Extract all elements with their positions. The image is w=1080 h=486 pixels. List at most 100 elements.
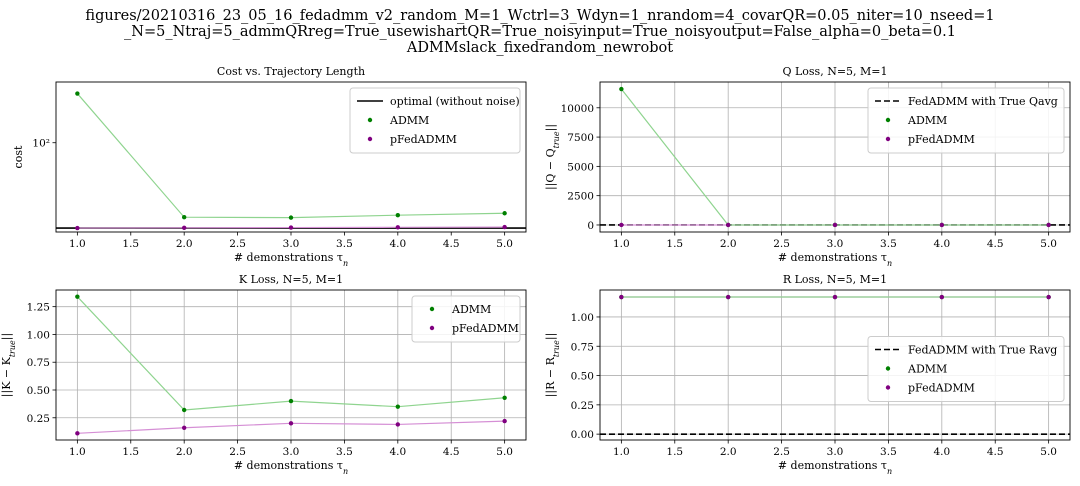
x-tick-label: 3.5 <box>336 446 353 458</box>
y-tick-label: 10000 <box>561 103 594 115</box>
legend-box <box>349 87 521 154</box>
data-point-pfedadmm <box>619 222 624 228</box>
legend-box <box>867 87 1065 154</box>
data-point-pfedadmm <box>832 222 838 228</box>
data-point-admm <box>181 407 187 413</box>
y-tick-label: 7500 <box>567 132 594 144</box>
x-tick-label: 4.0 <box>933 446 950 458</box>
x-axis-label: # demonstrations τn <box>234 251 348 268</box>
data-point-pfedadmm <box>619 294 624 300</box>
axes-frame <box>599 289 1071 441</box>
legend: ADMM pFedADMM <box>411 295 521 343</box>
legend-label: pFedADMM <box>390 133 457 146</box>
data-point-pfedadmm <box>502 418 507 424</box>
legend-dot-marker <box>885 366 891 371</box>
y-tick-label: 0.75 <box>27 357 50 369</box>
legend-dot-marker <box>885 385 891 390</box>
legend-label: ADMM <box>389 114 429 127</box>
data-point-admm <box>395 213 401 218</box>
y-tick-label: 5000 <box>567 161 594 173</box>
x-tick-label: 4.0 <box>389 446 406 458</box>
legend-dot-marker <box>885 136 891 142</box>
x-tick-label: 4.5 <box>443 238 460 250</box>
legend-label: pFedADMM <box>452 322 519 335</box>
x-tick-label: 1.5 <box>122 238 139 250</box>
subplot-q: Q Loss, N=5, M=1 1.0 1.5 2.0 2.5 3.0 3.5 4.0 4.5… <box>544 65 1071 268</box>
x-tick-label: 3.5 <box>880 446 897 458</box>
data-point-admm <box>395 404 401 409</box>
data-point-admm <box>75 294 80 299</box>
x-tick-label: 2.5 <box>229 446 246 458</box>
legend-dot-marker <box>367 136 373 142</box>
data-point-pfedadmm <box>1046 294 1051 300</box>
subplot-title: R Loss, N=5, M=1 <box>783 273 887 286</box>
y-tick-label: 2500 <box>567 191 594 203</box>
x-tick-label: 1.0 <box>69 238 86 250</box>
data-point-admm <box>619 86 624 92</box>
y-tick-label: 0.25 <box>27 413 50 425</box>
subplot-r: R Loss, N=5, M=1 1.0 1.5 2.0 2.5 3.0 3.5 4.0 4.5… <box>544 273 1071 476</box>
axes-frame <box>55 81 527 233</box>
x-tick-label: 5.0 <box>1040 446 1057 458</box>
y-tick-label: 1.25 <box>27 302 50 314</box>
legend-label: ADMM <box>907 114 947 127</box>
data-point-pfedadmm <box>181 225 187 231</box>
data-point-pfedadmm <box>288 421 294 426</box>
subplot-title: Cost vs. Trajectory Length <box>217 65 365 78</box>
y-tick-label: 0.50 <box>27 385 50 397</box>
data-point-pfedadmm <box>1046 222 1051 228</box>
x-tick-label: 1.0 <box>613 446 630 458</box>
y-tick-label: 0 <box>587 220 594 232</box>
legend: FedADMM with True Qavg ADMM pFedADMM <box>867 87 1065 154</box>
y-axis-label: ||Q − Qtrue || <box>544 124 561 190</box>
y-axis-label: ||R − Rtrue || <box>544 333 561 398</box>
x-tick-label: 2.0 <box>720 238 737 250</box>
x-tick-label: 5.0 <box>496 446 513 458</box>
x-tick-label: 1.5 <box>122 446 139 458</box>
data-point-pfedadmm <box>395 225 401 230</box>
subplot-title: Q Loss, N=5, M=1 <box>782 65 887 78</box>
legend-label: FedADMM with True Qavg <box>908 95 1058 108</box>
legend-dot-marker <box>429 306 435 312</box>
subplot-title: K Loss, N=5, M=1 <box>239 273 343 286</box>
data-point-pfedadmm <box>75 225 80 231</box>
x-tick-label: 2.5 <box>773 238 790 250</box>
figure-title-line-3: ADMMslack_fixedrandom_newrobot <box>406 40 674 56</box>
y-tick-label: 0.25 <box>571 400 594 412</box>
data-point-admm <box>181 215 187 220</box>
data-point-pfedadmm <box>939 222 945 228</box>
data-point-admm <box>288 215 294 220</box>
data-point-pfedadmm <box>939 294 945 300</box>
x-tick-label: 3.0 <box>827 446 844 458</box>
x-tick-label: 4.5 <box>987 446 1004 458</box>
legend-box <box>411 295 521 343</box>
data-point-admm <box>75 91 80 96</box>
x-tick-label: 4.5 <box>987 238 1004 250</box>
y-tick-label: 10² <box>32 138 50 150</box>
x-tick-label: 3.0 <box>827 238 844 250</box>
x-tick-label: 1.0 <box>613 238 630 250</box>
x-tick-label: 2.0 <box>720 446 737 458</box>
x-tick-label: 3.5 <box>336 238 353 250</box>
x-tick-label: 3.0 <box>283 238 300 250</box>
y-axis-label: cost <box>12 145 25 168</box>
legend-label: optimal (without noise) <box>390 95 520 108</box>
x-tick-label: 4.0 <box>389 238 406 250</box>
x-tick-label: 3.5 <box>880 238 897 250</box>
subplot-cost: Cost vs. Trajectory Length 1.0 1.5 2.0 2.5 3.… <box>12 65 527 268</box>
legend-dot-marker <box>429 325 435 331</box>
y-tick-label: 0.50 <box>571 371 594 383</box>
legend: optimal (without noise) ADMM pFedADMM <box>349 87 521 154</box>
x-tick-label: 2.5 <box>229 238 246 250</box>
x-tick-label: 2.0 <box>176 238 193 250</box>
data-point-pfedadmm <box>502 224 507 230</box>
data-point-pfedadmm <box>725 222 731 228</box>
x-axis-label: # demonstrations τn <box>778 251 892 268</box>
x-tick-label: 4.0 <box>933 238 950 250</box>
x-axis-label: # demonstrations τn <box>778 459 892 476</box>
x-tick-label: 3.0 <box>283 446 300 458</box>
x-tick-label: 5.0 <box>1040 238 1057 250</box>
data-point-pfedadmm <box>832 294 838 300</box>
data-point-pfedadmm <box>395 422 401 427</box>
